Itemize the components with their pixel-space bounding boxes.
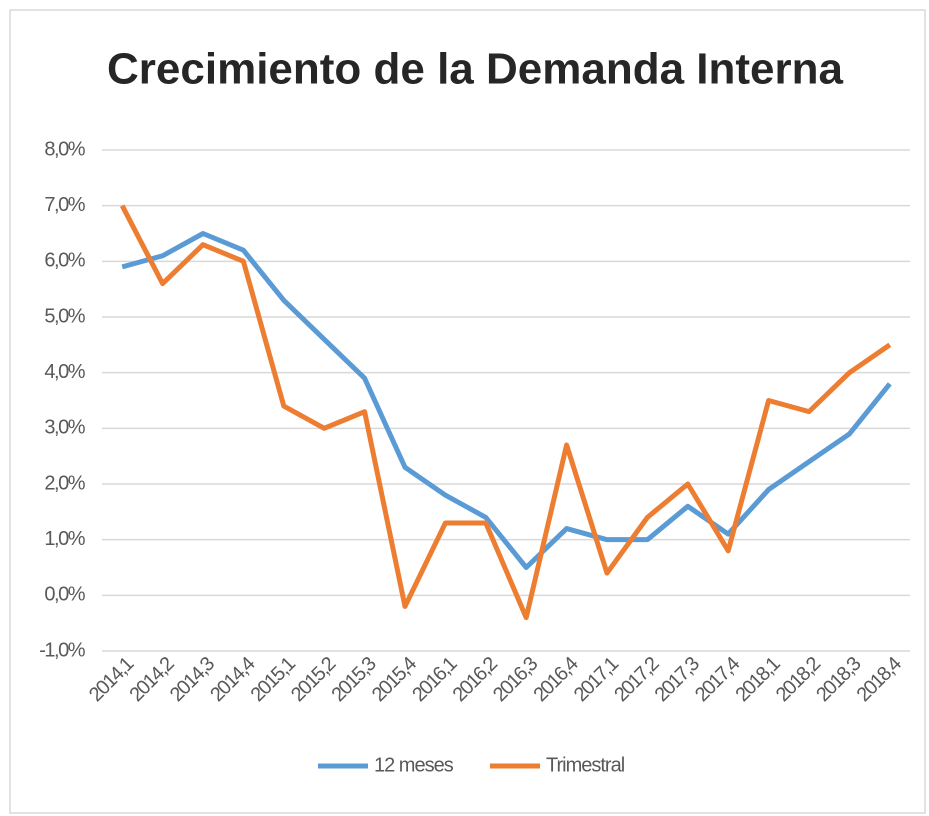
y-tick-label: 4,0%	[44, 361, 85, 383]
line-series	[119, 204, 892, 621]
chart-title: Crecimiento de la Demanda Interna	[107, 45, 844, 94]
y-tick-label: 8,0%	[44, 138, 85, 160]
legend-label: 12 meses	[374, 754, 454, 776]
y-tick-label: 2,0%	[44, 472, 85, 494]
legend-label: Trimestral	[546, 754, 625, 776]
y-tick-label: 3,0%	[44, 417, 85, 439]
y-tick-label: 5,0%	[44, 305, 85, 327]
y-tick-label: 7,0%	[44, 194, 85, 216]
line-series	[121, 231, 892, 570]
y-tick-label: 1,0%	[44, 528, 85, 550]
chart-frame	[9, 9, 926, 814]
y-tick-label: -1,0%	[39, 639, 85, 661]
y-tick-label: 6,0%	[44, 250, 85, 272]
y-tick-label: 0,0%	[44, 584, 85, 606]
